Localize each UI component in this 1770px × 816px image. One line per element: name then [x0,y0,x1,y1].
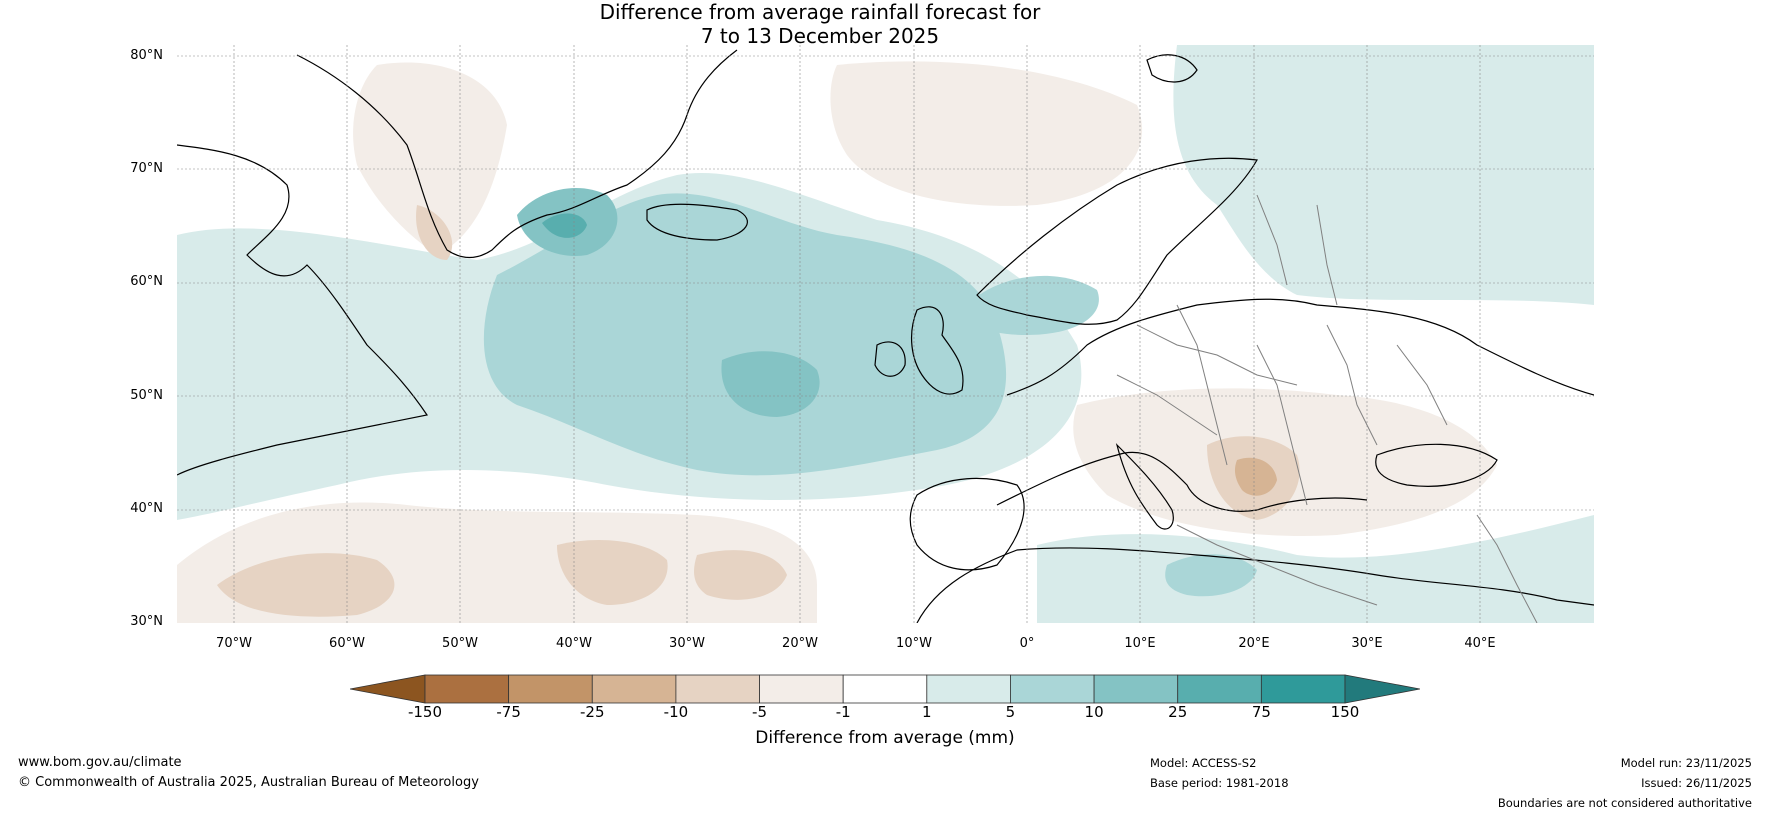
colorbar-tick-label: 75 [1251,703,1271,721]
colorbar-segment-9 [1093,674,1179,704]
colorbar-tick-label: -25 [580,703,605,721]
footer-model: Model: ACCESS-S2 [1150,756,1257,770]
coast-iberia [909,477,1025,571]
footer-copyright: © Commonwealth of Australia 2025, Austra… [18,775,479,790]
coast-scandinavia [976,157,1258,325]
colorbar-segment-6 [842,674,928,704]
lon-label-30e: 30°E [1351,636,1383,651]
colorbar-segment-4 [675,674,760,704]
colorbar-segment-8 [1010,674,1095,704]
footer-base-period: Base period: 1981-2018 [1150,776,1289,790]
border-10 [1476,514,1538,623]
footer-website[interactable]: www.bom.gov.au/climate [18,755,182,770]
title-line-2: 7 to 13 December 2025 [700,24,940,48]
map-svg [177,45,1594,623]
lat-label-40n: 40°N [130,501,163,516]
lat-label-30n: 30°N [130,614,163,629]
country-borders [1116,194,1538,623]
border-3 [1176,304,1228,466]
region-greenland-dry-south [416,205,453,260]
colorbar-segment-1 [424,674,510,704]
coastlines [177,49,1594,623]
lon-label-50w: 50°W [442,636,478,651]
colorbar-tick-label: -1 [835,703,851,721]
title-line-1: Difference from average rainfall forecas… [599,0,1041,24]
border-6 [1396,344,1448,426]
colorbar-tick-label: 5 [1005,703,1016,721]
lon-label-40e: 40°E [1464,636,1496,651]
colorbar-tick-label: 150 [1330,703,1360,721]
lon-label-0: 0° [1019,636,1035,651]
coast-black-sea [1375,443,1498,487]
region-east-med-wet [1037,515,1594,623]
colorbar-tick-label: -75 [496,703,521,721]
coast-italy [1115,443,1174,530]
region-arctic-dry [830,61,1143,206]
region-balkans-dry-core [1234,457,1277,496]
region-barents-wet [1173,45,1594,305]
lat-label-70n: 70°N [130,161,163,176]
lat-label-80n: 80°N [130,48,163,63]
lon-label-20w: 20°W [782,636,818,651]
colorbar-extend-low [350,674,426,704]
colorbar-segment-5 [759,674,844,704]
lat-label-60n: 60°N [130,274,163,289]
colorbar-tick-label: -150 [407,703,443,721]
colorbar-tick-label: 25 [1168,703,1188,721]
coast-ireland [874,341,906,377]
lon-label-60w: 60°W [329,636,365,651]
colorbar-tick-label: -10 [663,703,689,721]
colorbar-label: Difference from average (mm) [755,728,1015,748]
border-9 [1176,524,1378,606]
lon-label-30w: 30°W [669,636,705,651]
region-subtropical-dry-inner-1 [217,553,395,617]
region-subtropical-dry-inner-2 [557,540,668,605]
region-norway-coast-wet [967,275,1099,335]
border-8 [1316,204,1338,306]
footer-model-run: Model run: 23/11/2025 [1620,756,1752,770]
coast-greenland [296,49,738,259]
colorbar-tick-label: 1 [922,703,932,721]
lon-label-10w: 10°W [896,636,932,651]
footer-disclaimer: Boundaries are not considered authoritat… [1497,796,1752,810]
colorbar-segment-2 [508,674,593,704]
colorbar-segment-3 [591,674,677,704]
region-greenland-dry [353,62,507,255]
region-east-med-wet-core [1165,554,1257,597]
graticule [177,45,1594,623]
lat-label-50n: 50°N [130,388,163,403]
border-2 [1116,374,1218,436]
border-4 [1256,344,1308,506]
colorbar-segment-7 [926,674,1011,704]
footer-issued: Issued: 26/11/2025 [1641,776,1752,790]
colorbar-segment-10 [1177,674,1262,704]
colorbar-extend-high [1344,674,1420,704]
colorbar-tick-label: -5 [752,703,768,721]
lon-label-20e: 20°E [1238,636,1270,651]
colorbar-tick-label: 10 [1084,703,1104,721]
colorbar-segment-11 [1260,674,1346,704]
region-subtropical-dry-inner-3 [694,550,787,600]
colorbar [350,674,1420,704]
coast-europe-mainland [1006,298,1594,396]
region-east-greenland-core [542,213,587,238]
lon-label-10e: 10°E [1124,636,1156,651]
lon-label-70w: 70°W [216,636,252,651]
coast-svalbard [1146,54,1198,83]
lon-label-40w: 40°W [556,636,592,651]
coast-africa [916,547,1594,623]
chart-title: Difference from average rainfall forecas… [0,0,1640,48]
region-north-atlantic-wet [483,193,1007,476]
border-1 [1136,324,1298,386]
coast-iceland [646,203,748,241]
rainfall-anomaly-map [177,45,1594,623]
anomaly-shading [177,45,1594,623]
region-central-atlantic-core [721,351,820,417]
coast-canada [177,144,428,476]
coast-mediterranean-north [996,451,1368,512]
border-7 [1256,194,1288,286]
